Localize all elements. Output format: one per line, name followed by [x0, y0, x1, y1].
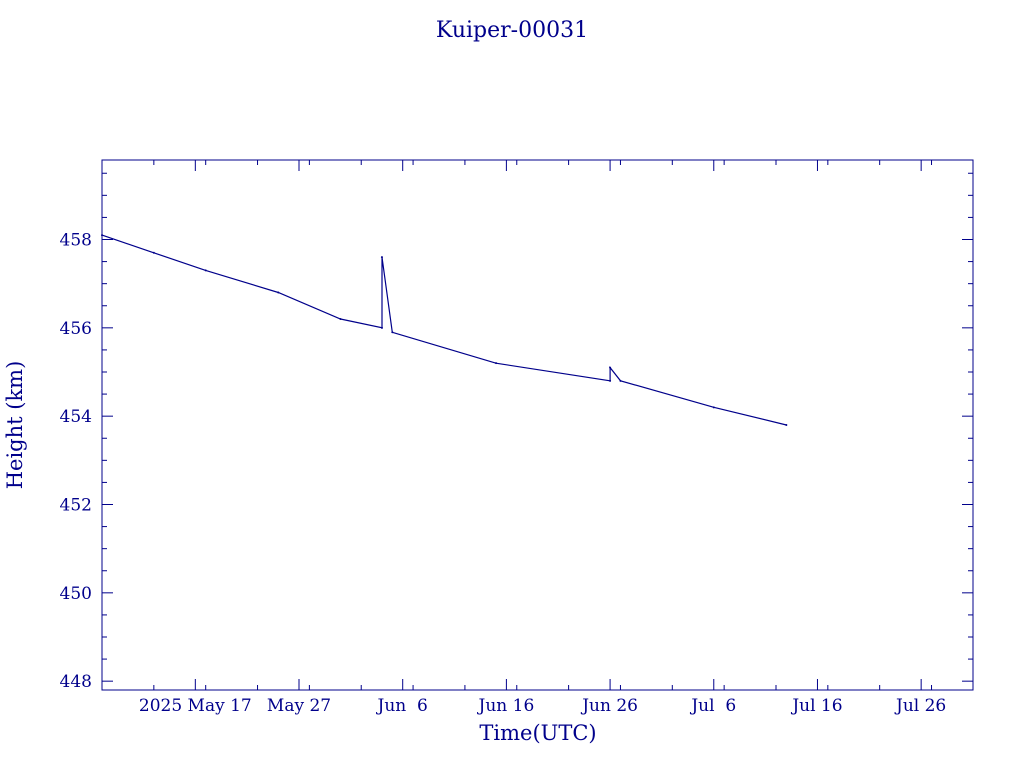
- data-point: [391, 331, 394, 334]
- x-axis-label: Time(UTC): [479, 721, 596, 745]
- tick-marks: [101, 160, 973, 690]
- data-point: [380, 326, 383, 329]
- data-point: [609, 379, 612, 382]
- series-group: [101, 234, 788, 426]
- data-point: [619, 379, 622, 382]
- x-tick-label: Jul 16: [790, 696, 842, 716]
- x-tick-label: 2025 May 17: [139, 696, 252, 716]
- y-tick-label: 450: [60, 584, 92, 604]
- y-tick-label: 448: [60, 672, 92, 692]
- y-tick-labels: 448 450 452 454 456 458: [60, 231, 92, 693]
- x-tick-label: Jul 26: [894, 696, 946, 716]
- data-point: [785, 424, 788, 426]
- series-line: [101, 234, 787, 426]
- data-point: [204, 269, 207, 272]
- x-tick-label: Jul 6: [689, 696, 736, 716]
- y-tick-label: 456: [60, 319, 92, 339]
- x-tick-label: May 27: [267, 696, 331, 716]
- x-tick-labels: 2025 May 17 May 27 Jun 6 Jun 16 Jun 26 Jul 6 J…: [139, 696, 946, 716]
- data-point: [339, 318, 342, 320]
- data-point: [712, 406, 715, 409]
- plot-frame: [101, 159, 974, 691]
- data-point: [609, 366, 612, 369]
- y-tick-label: 454: [60, 407, 92, 427]
- x-tick-label: Jun 26: [580, 696, 638, 716]
- data-point: [380, 256, 383, 259]
- y-tick-label: 452: [60, 496, 92, 516]
- data-point: [101, 234, 103, 237]
- x-tick-label: Jun 16: [477, 696, 535, 716]
- data-point: [277, 291, 280, 294]
- data-point: [495, 362, 498, 365]
- chart-title: Kuiper-00031: [436, 18, 588, 43]
- data-point: [152, 251, 155, 254]
- x-tick-label: Jun 6: [376, 696, 428, 716]
- y-tick-label: 458: [60, 231, 92, 251]
- y-axis-label: Height (km): [3, 361, 27, 490]
